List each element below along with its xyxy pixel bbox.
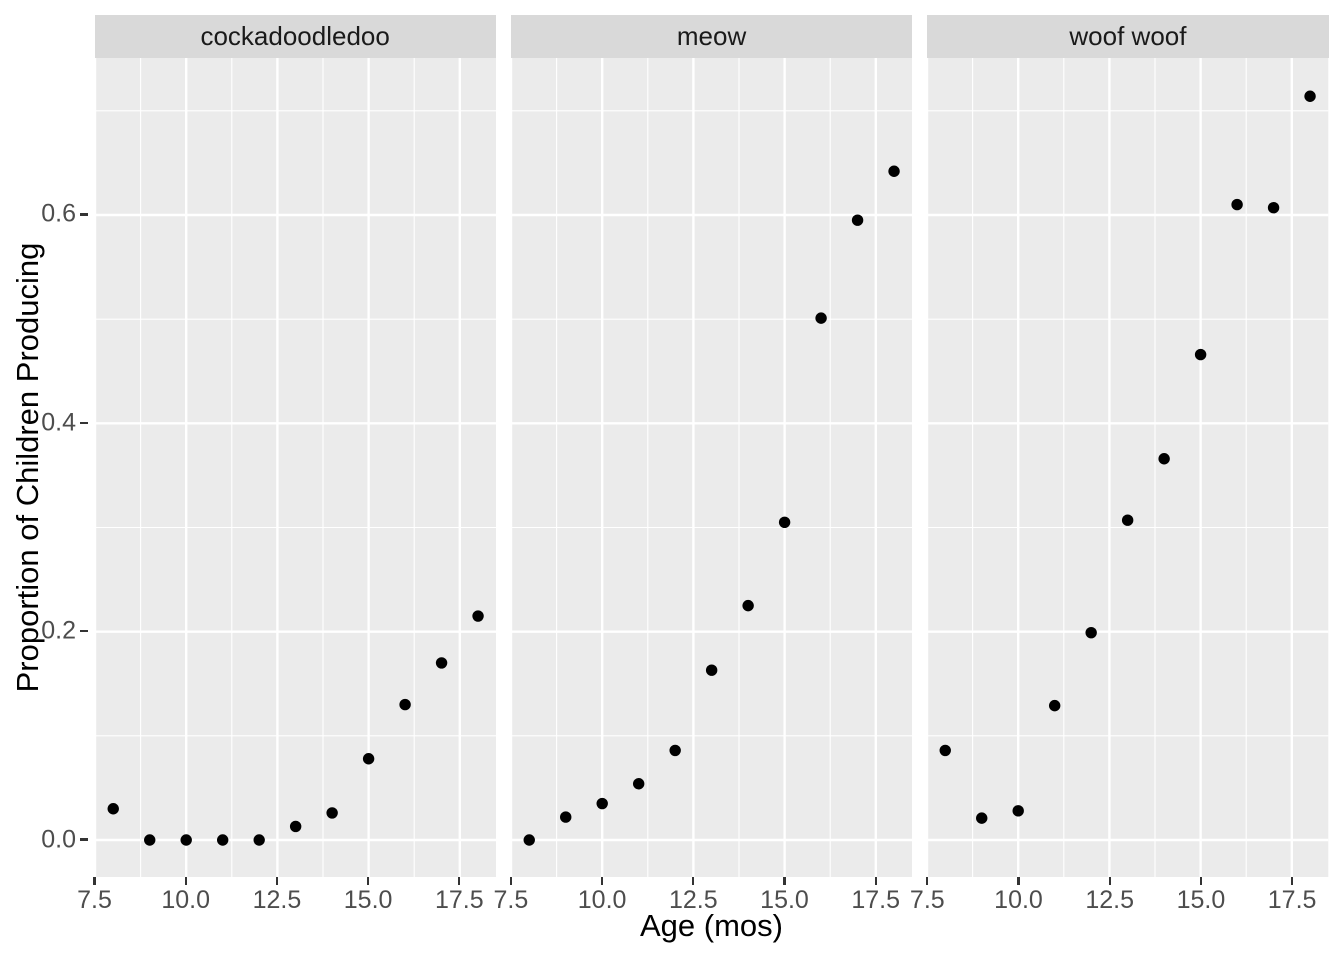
x-axis-tick-label: 15.0	[343, 885, 393, 914]
panel-background	[94, 57, 496, 877]
facet-strip-label: meow	[676, 20, 747, 51]
data-point	[742, 599, 754, 611]
x-axis-tick-mark	[367, 876, 370, 885]
y-axis-tick-mark	[79, 838, 88, 841]
x-axis-tick-mark	[509, 876, 512, 885]
data-point	[435, 656, 447, 669]
facet-strip: woof woof	[927, 15, 1329, 58]
data-point	[939, 744, 952, 756]
x-axis-tick-label: 17.5	[851, 885, 901, 914]
x-axis-tick-mark	[1199, 876, 1202, 885]
x-axis-tick-mark	[1017, 876, 1020, 885]
data-point	[1012, 804, 1025, 817]
facet-panel	[94, 57, 496, 877]
y-axis-tick-mark	[79, 421, 88, 424]
x-axis-tick-mark	[93, 876, 96, 885]
data-point	[362, 752, 374, 764]
facet-strip-label: cockadoodledoo	[200, 20, 390, 51]
x-axis-tick-label: 12.5	[668, 885, 718, 914]
data-point	[778, 516, 791, 528]
facet-strip: cockadoodledoo	[94, 15, 496, 58]
y-axis-tick-label: 0.2	[41, 616, 76, 645]
data-point	[523, 833, 535, 846]
data-point	[180, 833, 192, 846]
x-axis-tick-mark	[783, 876, 786, 885]
panel-background	[927, 57, 1329, 877]
data-point	[669, 744, 681, 756]
x-axis-tick-mark	[601, 876, 604, 885]
x-axis-tick-mark	[184, 876, 187, 885]
x-axis-tick-label: 17.5	[1267, 885, 1317, 914]
x-axis-tick-mark	[1108, 876, 1111, 885]
data-point	[216, 833, 228, 846]
x-axis-tick-mark	[692, 876, 695, 885]
x-axis-tick-mark	[458, 876, 461, 885]
y-axis-tick-mark	[79, 213, 88, 216]
x-axis-tick-label: 10.0	[161, 885, 211, 914]
data-point	[1231, 198, 1244, 210]
x-axis-tick-label: 12.5	[1085, 885, 1135, 914]
x-axis-tick-label: 12.5	[252, 885, 302, 914]
panel-background	[510, 57, 913, 877]
x-axis-tick-mark	[1291, 876, 1294, 885]
data-point	[815, 311, 827, 324]
data-point	[398, 698, 411, 710]
data-point	[252, 833, 265, 846]
data-point	[705, 664, 718, 676]
x-axis-tick-label: 10.0	[577, 885, 627, 914]
facet-strip-label: woof woof	[1069, 20, 1187, 51]
x-axis-tick-label: 7.5	[909, 885, 945, 914]
facet-strip: meow	[510, 15, 913, 58]
data-point	[289, 820, 301, 832]
data-point	[143, 833, 155, 846]
data-point	[1085, 626, 1098, 638]
x-axis-tick-label: 7.5	[77, 885, 112, 914]
x-axis-tick-label: 10.0	[994, 885, 1043, 914]
data-point	[1049, 699, 1061, 711]
y-axis-tick-mark	[79, 630, 88, 633]
data-point	[107, 802, 119, 814]
facet-panel	[510, 57, 913, 877]
y-axis-tick-label: 0.4	[41, 408, 76, 437]
x-axis-tick-mark	[926, 876, 929, 885]
y-axis-title: Proportion of Children Producing	[10, 242, 45, 692]
x-axis-tick-label: 15.0	[760, 885, 809, 914]
x-axis-tick-mark	[874, 876, 877, 885]
x-axis-tick-label: 17.5	[434, 885, 484, 914]
data-point	[1304, 90, 1317, 102]
y-axis-tick-label: 0.0	[41, 825, 76, 853]
data-point	[976, 811, 988, 824]
data-point	[1268, 201, 1280, 213]
data-point	[1195, 348, 1207, 360]
data-point	[559, 810, 572, 823]
x-axis-tick-label: 15.0	[1176, 885, 1226, 914]
facet-panel	[927, 57, 1329, 877]
data-point	[325, 806, 338, 819]
x-axis-tick-mark	[275, 876, 278, 885]
y-axis-tick-label: 0.6	[41, 199, 76, 228]
data-point	[851, 214, 864, 226]
data-point	[596, 797, 608, 809]
data-point	[1158, 452, 1171, 464]
data-point	[471, 609, 484, 622]
x-axis-title: Age (mos)	[640, 908, 783, 943]
data-point	[632, 777, 645, 789]
data-point	[1122, 514, 1134, 526]
data-point	[888, 165, 900, 177]
x-axis-tick-label: 7.5	[493, 885, 529, 914]
